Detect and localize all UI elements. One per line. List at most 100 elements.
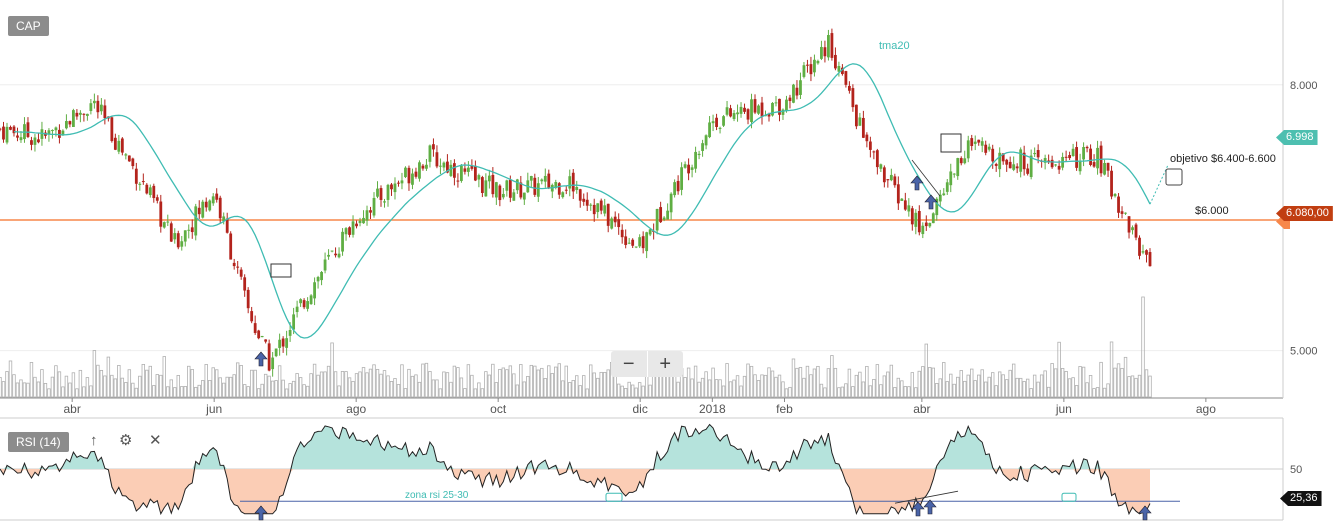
candle-body (379, 188, 383, 200)
candle-body (498, 185, 502, 201)
volume-bar (756, 380, 761, 398)
candle-body (180, 241, 184, 247)
candle-body (470, 165, 474, 169)
volume-bar (442, 371, 446, 398)
gear-icon[interactable]: ⚙ (119, 432, 133, 449)
volume-bar (963, 380, 967, 398)
arrow-up-marker (923, 499, 937, 515)
candle-body (1068, 155, 1072, 159)
candle-body (1057, 165, 1061, 170)
candle-body (785, 99, 788, 111)
candle-body (823, 47, 827, 57)
candle-body (945, 182, 949, 192)
volume-bar (197, 384, 201, 398)
candle-body (676, 180, 680, 192)
candle-body (376, 188, 379, 197)
candle-body (134, 168, 138, 184)
tma-label: tma20 (879, 40, 910, 52)
y-axis: 5.000 8.000 (1290, 80, 1318, 358)
volume-bar (393, 378, 397, 398)
candle-body (547, 173, 551, 189)
volume-bar (1015, 377, 1019, 398)
volume-bar (627, 381, 631, 398)
volume-bar (746, 363, 750, 398)
volume-bar (977, 374, 981, 398)
volume-bar (697, 381, 701, 398)
volume-bar (358, 371, 362, 398)
candle-body (239, 269, 243, 277)
volume-bar (256, 388, 261, 398)
volume-bar (997, 371, 1002, 398)
volume-bar (47, 388, 51, 398)
close-icon[interactable]: ✕ (149, 432, 162, 449)
candle-body (879, 164, 883, 169)
candle-body (397, 182, 400, 184)
volume-bar (8, 360, 13, 398)
volume-bar (868, 385, 873, 398)
candle-body (1075, 147, 1078, 168)
candle-body (246, 289, 250, 309)
x-tick-label: feb (776, 402, 793, 416)
volume-bar (169, 379, 173, 398)
candle-body (446, 161, 449, 173)
volume-bar (22, 382, 27, 398)
volume-bar (260, 383, 264, 398)
candle-body (931, 213, 935, 224)
volume-bar (253, 369, 257, 398)
volume-bar (900, 380, 904, 398)
volume-bar (1141, 296, 1145, 398)
volume-bar (57, 371, 62, 398)
candle-body (37, 139, 40, 143)
volume-bar (347, 377, 352, 398)
volume-bar (942, 362, 946, 398)
candle-body (12, 126, 16, 134)
volume-bar (82, 386, 86, 398)
volume-bar (131, 382, 135, 398)
candle-body (543, 175, 547, 182)
candle-body (896, 184, 900, 204)
volume-bar (686, 367, 691, 398)
candle-body (1019, 149, 1023, 172)
candle-body (746, 109, 750, 120)
candle-body (1012, 164, 1016, 170)
candle-body (529, 175, 533, 181)
candle-body (358, 220, 362, 224)
candle-body (1141, 251, 1145, 253)
zoom-out-button[interactable]: − (611, 351, 648, 377)
candle-body (1134, 224, 1138, 238)
volume-bar (854, 374, 859, 398)
candle-body (561, 192, 565, 198)
candle-body (729, 108, 732, 117)
candle-body (505, 180, 509, 191)
candle-body (795, 87, 799, 96)
volume-bar (1032, 374, 1037, 398)
candle-body (33, 137, 37, 145)
volume-bar (840, 386, 845, 398)
zoom-in-button[interactable]: + (659, 353, 672, 375)
arrow-up-icon[interactable]: ↑ (90, 432, 98, 449)
candle-body (390, 184, 393, 190)
volume-bar (424, 362, 429, 398)
candle-body (680, 167, 684, 190)
candle-body (432, 144, 435, 150)
price-panel-label[interactable]: CAP (8, 16, 49, 36)
objective-label: objetivo $6.400-6.600 (1170, 153, 1276, 165)
candle-body (1008, 161, 1012, 169)
volume-bar (375, 368, 380, 398)
rsi-panel-label[interactable]: RSI (14) (8, 432, 69, 452)
candle-body (1089, 148, 1092, 165)
volume-bar (1085, 382, 1089, 398)
volume-bar (386, 375, 390, 398)
volume-bar (298, 377, 303, 398)
volume-bar (249, 369, 254, 398)
candle-body (704, 135, 708, 146)
candle-body (690, 167, 694, 170)
candle-body (155, 197, 159, 201)
volume-bar (1043, 370, 1047, 398)
volume-bar (68, 382, 72, 398)
volume-bar (263, 373, 268, 398)
volume-bar (291, 380, 296, 398)
volume-bar (512, 373, 516, 398)
candle-body (278, 339, 282, 348)
candle-body (858, 117, 862, 126)
